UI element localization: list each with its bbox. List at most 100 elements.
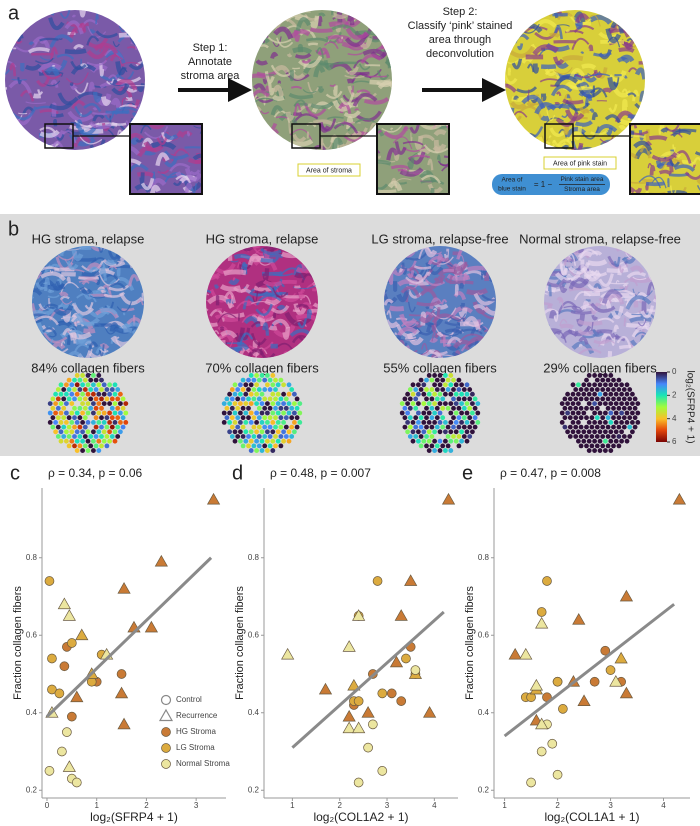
tissue-fiber — [272, 287, 289, 298]
spot — [50, 424, 56, 430]
spot — [472, 405, 478, 411]
tissue-fiber — [574, 291, 592, 301]
spot — [578, 396, 584, 402]
spot — [467, 434, 473, 439]
spot — [426, 419, 432, 425]
spot — [88, 434, 94, 439]
tissue-fiber — [164, 157, 178, 168]
spot — [632, 415, 638, 421]
tissue-fiber — [425, 261, 444, 276]
spot — [429, 405, 435, 411]
spot — [88, 396, 94, 402]
tissue-fiber — [575, 13, 590, 24]
spot — [64, 410, 69, 416]
spot — [413, 405, 419, 411]
spot — [448, 429, 454, 435]
spot — [432, 429, 437, 435]
data-point — [352, 721, 366, 734]
spot — [424, 424, 429, 430]
tissue-fiber — [100, 307, 118, 316]
data-point — [342, 709, 356, 722]
spot — [77, 387, 83, 392]
spot — [93, 415, 99, 421]
spot — [605, 443, 611, 449]
tissue-fiber — [606, 293, 625, 305]
tissue-fiber — [105, 259, 116, 266]
tissue-fiber — [591, 314, 598, 321]
data-point — [62, 727, 72, 737]
spot — [592, 382, 597, 388]
spot — [109, 405, 115, 411]
tissue-fiber — [286, 52, 293, 58]
spot — [262, 424, 268, 430]
spot — [55, 396, 61, 402]
spot — [619, 391, 624, 397]
spot — [64, 438, 69, 444]
tissue-fiber — [25, 101, 46, 104]
tissue-fiber — [441, 165, 449, 172]
spot — [267, 415, 273, 421]
spot — [453, 429, 459, 435]
tissue-fiber — [295, 303, 310, 310]
spot — [589, 443, 595, 449]
spot — [448, 382, 454, 388]
panel-letter: c — [10, 462, 20, 484]
tissue-fiber — [75, 121, 97, 137]
spot — [96, 410, 102, 416]
spot — [461, 396, 467, 402]
spot — [265, 429, 270, 435]
spot — [565, 410, 570, 416]
tissue-fiber — [295, 17, 312, 32]
spot — [256, 387, 262, 392]
spot — [448, 438, 454, 444]
tissue-fiber — [256, 10, 264, 17]
fit-line — [291, 610, 445, 749]
spot — [246, 405, 251, 411]
tissue-fiber — [562, 93, 573, 107]
spot — [616, 415, 622, 421]
spot — [248, 438, 254, 444]
spot — [256, 434, 262, 439]
spot — [611, 405, 616, 411]
tissue-fiber — [206, 292, 210, 298]
y-tick-label: 0.6 — [478, 630, 490, 639]
tissue-fiber — [444, 275, 454, 283]
spot — [96, 382, 102, 388]
data-point — [619, 686, 634, 699]
spot — [74, 438, 80, 444]
tissue-fiber — [625, 295, 652, 310]
spot — [85, 373, 91, 378]
tissue-fiber — [519, 145, 543, 150]
spot — [635, 419, 641, 425]
tissue-image — [377, 124, 449, 194]
tissue-fiber — [418, 314, 434, 323]
tissue-fiber — [44, 277, 51, 292]
spot — [101, 401, 107, 407]
tissue-fiber — [578, 248, 599, 261]
tissue-fiber — [568, 261, 591, 275]
spot — [58, 401, 64, 407]
tissue-fiber — [112, 79, 119, 85]
spot — [58, 429, 64, 435]
spot — [586, 382, 592, 388]
tissue-fiber — [16, 18, 30, 25]
tissue-fiber — [505, 141, 509, 147]
spot — [576, 391, 581, 397]
tissue-fiber — [696, 185, 700, 191]
step-text: deconvolution — [426, 48, 494, 60]
tissue-fiber — [18, 112, 28, 115]
tissue-fiber — [420, 179, 445, 185]
tissue-fiber — [288, 121, 292, 134]
spot — [275, 382, 281, 388]
spot — [576, 410, 581, 416]
tissue-fiber — [140, 124, 152, 134]
spot — [235, 424, 241, 430]
spot — [93, 405, 99, 411]
y-tick-label: 0.2 — [478, 785, 490, 794]
tissue-fiber — [359, 10, 383, 13]
spot — [576, 438, 581, 444]
spot — [265, 401, 270, 407]
tissue-fiber — [123, 25, 130, 31]
tissue-fiber — [618, 265, 625, 274]
spot — [459, 401, 464, 407]
